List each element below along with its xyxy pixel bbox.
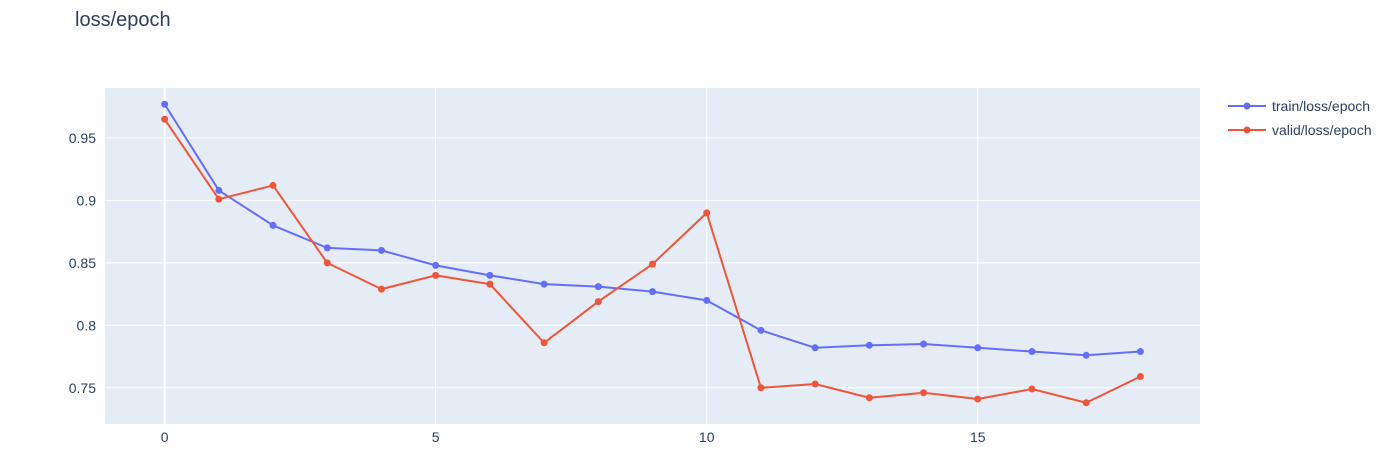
- data-point[interactable]: [757, 326, 765, 334]
- data-point[interactable]: [432, 261, 440, 269]
- data-point[interactable]: [920, 340, 928, 348]
- data-point[interactable]: [811, 380, 819, 388]
- legend-marker: [1243, 102, 1251, 110]
- data-point[interactable]: [161, 115, 169, 123]
- y-tick-label: 0.75: [69, 380, 96, 396]
- x-tick-label: 10: [699, 429, 715, 445]
- plot-area: [105, 88, 1200, 424]
- data-point[interactable]: [594, 283, 602, 291]
- data-point[interactable]: [161, 100, 169, 108]
- data-point[interactable]: [540, 280, 548, 288]
- data-point[interactable]: [215, 195, 223, 203]
- data-point[interactable]: [269, 181, 277, 189]
- y-tick-label: 0.9: [77, 192, 97, 208]
- data-point[interactable]: [377, 285, 385, 293]
- x-tick-label: 0: [161, 429, 169, 445]
- y-tick-label: 0.8: [77, 317, 97, 333]
- legend-item[interactable]: valid/loss/epoch: [1228, 122, 1372, 138]
- data-point[interactable]: [811, 344, 819, 352]
- legend-item[interactable]: train/loss/epoch: [1228, 98, 1370, 114]
- data-point[interactable]: [649, 288, 656, 296]
- y-tick-label: 0.85: [69, 255, 96, 271]
- data-point[interactable]: [703, 296, 711, 304]
- data-point[interactable]: [974, 344, 982, 352]
- data-point[interactable]: [1082, 351, 1090, 359]
- data-point[interactable]: [594, 298, 602, 306]
- data-point[interactable]: [974, 395, 982, 403]
- data-point[interactable]: [215, 186, 223, 194]
- series-layer: [161, 100, 1144, 407]
- data-point[interactable]: [1028, 348, 1036, 356]
- data-point[interactable]: [323, 259, 331, 267]
- legend-marker: [1243, 126, 1251, 134]
- data-point[interactable]: [649, 260, 656, 268]
- data-point[interactable]: [377, 246, 385, 254]
- data-point[interactable]: [486, 271, 494, 279]
- legend-label: valid/loss/epoch: [1272, 122, 1372, 138]
- data-point[interactable]: [540, 339, 548, 347]
- data-point[interactable]: [323, 244, 331, 252]
- y-axis: 0.75 0.8 0.85 0.9 0.95: [69, 130, 96, 396]
- data-point[interactable]: [757, 384, 765, 392]
- data-point[interactable]: [1028, 385, 1036, 393]
- legend[interactable]: train/loss/epoch valid/loss/epoch: [1228, 98, 1372, 138]
- data-point[interactable]: [432, 271, 440, 279]
- x-tick-label: 5: [432, 429, 440, 445]
- x-axis: 0 5 10 15: [161, 429, 986, 445]
- legend-label: train/loss/epoch: [1272, 98, 1370, 114]
- data-point[interactable]: [865, 394, 873, 402]
- grid-lines: [105, 88, 1200, 424]
- chart-title: loss/epoch: [75, 9, 171, 31]
- y-tick-label: 0.95: [69, 130, 96, 146]
- data-point[interactable]: [920, 389, 928, 397]
- data-point[interactable]: [486, 280, 494, 288]
- data-point[interactable]: [269, 221, 277, 229]
- x-tick-label: 15: [970, 429, 986, 445]
- series-1: [161, 115, 1144, 407]
- data-point[interactable]: [1082, 399, 1090, 407]
- data-point[interactable]: [1136, 373, 1144, 381]
- data-point[interactable]: [1136, 348, 1144, 356]
- series-0: [161, 100, 1144, 359]
- data-point[interactable]: [865, 341, 873, 349]
- data-point[interactable]: [703, 209, 711, 217]
